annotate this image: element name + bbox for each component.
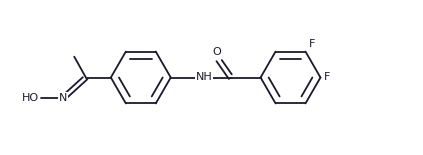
Text: N: N [59,93,67,103]
Text: O: O [212,47,221,57]
Text: HO: HO [22,93,39,103]
Text: F: F [323,73,330,82]
Text: F: F [308,40,315,49]
Text: NH: NH [195,73,212,82]
